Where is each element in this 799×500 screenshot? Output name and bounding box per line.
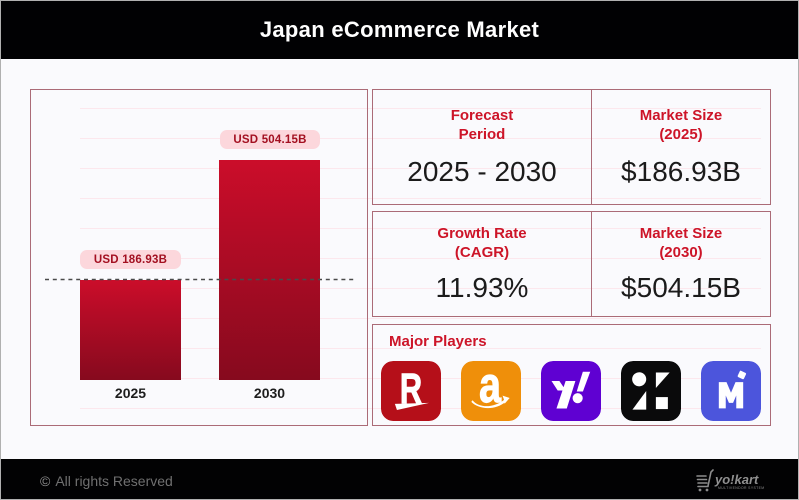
svg-text:yo!kart: yo!kart — [714, 472, 759, 487]
svg-text:a: a — [479, 361, 502, 413]
svg-text:R: R — [400, 365, 422, 412]
svg-text:MULTIVENDOR SYSTEM: MULTIVENDOR SYSTEM — [718, 486, 764, 490]
